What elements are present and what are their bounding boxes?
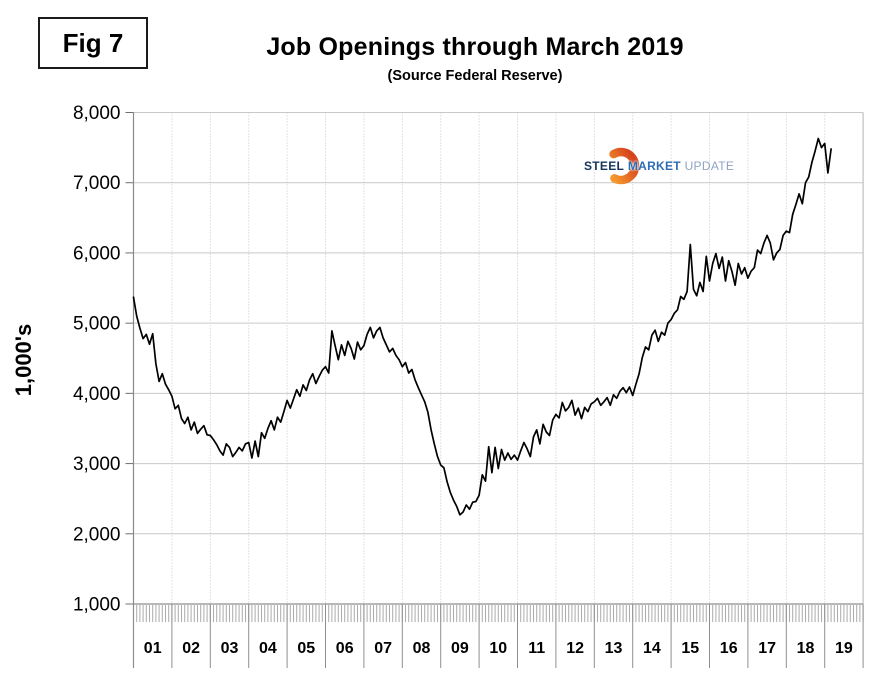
logo-word-steel: STEEL [584,159,625,173]
x-tick-label: 09 [451,640,469,657]
y-tick-label: 7,000 [73,173,121,194]
x-tick-label: 03 [221,640,239,657]
y-tick-label: 3,000 [73,454,121,475]
logo-text: STEEL MARKET UPDATE [584,159,734,173]
x-tick-label: 04 [259,640,277,657]
x-tick-label: 13 [605,640,623,657]
x-tick-label: 14 [643,640,661,657]
logo-word-update: UPDATE [684,159,735,173]
x-tick-label: 08 [413,640,431,657]
x-tick-label: 01 [144,640,162,657]
x-tick-label: 06 [336,640,354,657]
x-tick-label: 10 [489,640,507,657]
y-tick-label: 2,000 [73,524,121,545]
x-tick-label: 16 [720,640,738,657]
steel-market-update-logo: STEEL MARKET UPDATE [578,143,734,189]
x-tick-label: 19 [835,640,853,657]
y-tick-label: 6,000 [73,243,121,264]
x-tick-label: 11 [528,640,545,657]
chart-title: Job Openings through March 2019 [266,33,684,61]
y-tick-label: 5,000 [73,314,121,335]
y-tick-label: 1,000 [73,595,121,616]
x-tick-label: 17 [758,640,776,657]
x-tick-label: 07 [374,640,392,657]
job-openings-line [132,137,832,516]
figure-number-label: Fig 7 [62,27,124,58]
x-tick-label: 15 [681,640,699,657]
logo-crescent-icon [602,147,640,185]
x-tick-label: 05 [297,640,315,657]
x-tick-label: 12 [566,640,584,657]
x-tick-label: 18 [797,640,815,657]
y-tick-label: 8,000 [73,103,121,124]
x-tick-label: 02 [182,640,200,657]
chart-subtitle: (Source Federal Reserve) [387,68,563,84]
y-tick-label: 4,000 [73,384,121,405]
logo-word-market: MARKET [627,159,681,173]
figure-number-box: Fig 7 [38,17,148,69]
